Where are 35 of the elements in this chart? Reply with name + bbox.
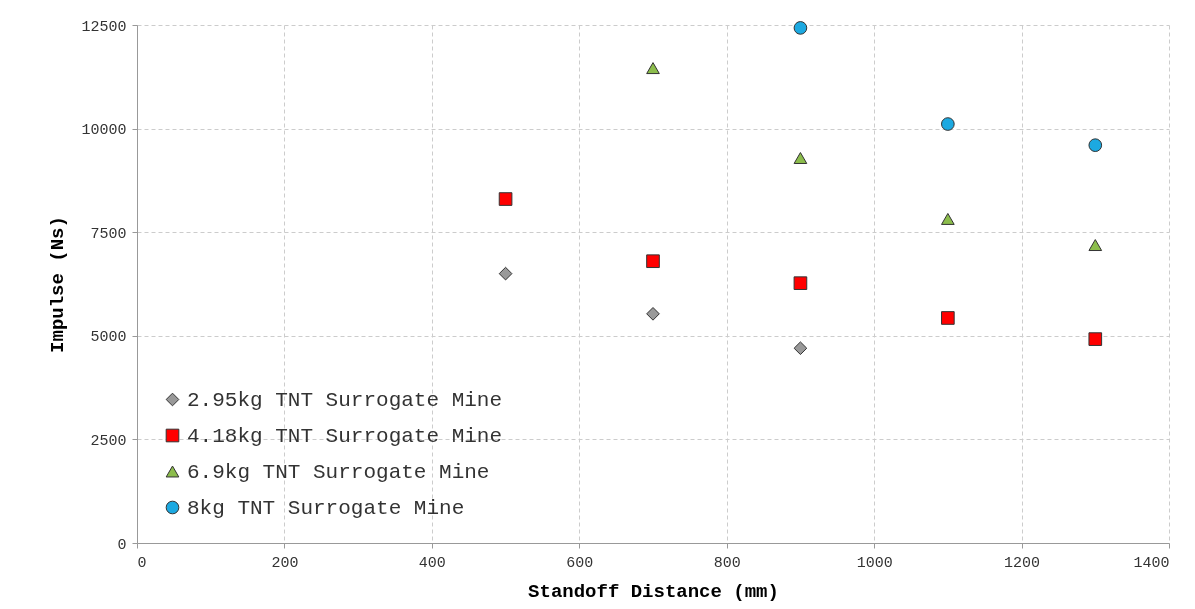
- x-tick-label: 0: [137, 554, 147, 572]
- y-tick-label: 0: [117, 536, 127, 554]
- point: [793, 341, 808, 356]
- x-axis-title: Standoff Distance (mm): [528, 580, 779, 603]
- x-tick-label: 1200: [1004, 554, 1041, 572]
- point: [1088, 332, 1103, 346]
- point: [793, 152, 808, 164]
- point: [498, 266, 513, 281]
- legend-label: 2.95kg TNT Surrogate Mine: [187, 388, 503, 412]
- y-tick-label: 10000: [81, 122, 127, 140]
- x-tick-label: 1000: [856, 554, 893, 572]
- y-axis-title: Impulse (Ns): [47, 216, 70, 353]
- point: [646, 62, 660, 75]
- x-tick-label: 400: [418, 554, 446, 572]
- y-tick-label: 7500: [90, 225, 127, 243]
- point: [1088, 138, 1103, 152]
- point: [646, 307, 660, 321]
- point: [1088, 239, 1103, 252]
- point: [646, 254, 660, 269]
- x-tick-label: 600: [566, 554, 594, 572]
- x-tick-label: 800: [713, 554, 741, 572]
- y-tick-label: 5000: [90, 329, 127, 347]
- point: [498, 192, 513, 206]
- y-tick-label: 12500: [81, 18, 127, 36]
- legend-label: 6.9kg TNT Surrogate Mine: [187, 460, 490, 484]
- y-tick-label: 2500: [90, 432, 127, 450]
- point: [793, 21, 808, 35]
- x-tick-label: 200: [271, 554, 299, 572]
- x-tick-label: 1400: [1133, 554, 1170, 572]
- point: [793, 276, 808, 290]
- legend-label: 4.18kg TNT Surrogate Mine: [187, 424, 503, 448]
- point: [941, 117, 955, 131]
- point: [941, 311, 955, 325]
- legend-label: 8kg TNT Surrogate Mine: [187, 496, 465, 520]
- point: [941, 212, 955, 225]
